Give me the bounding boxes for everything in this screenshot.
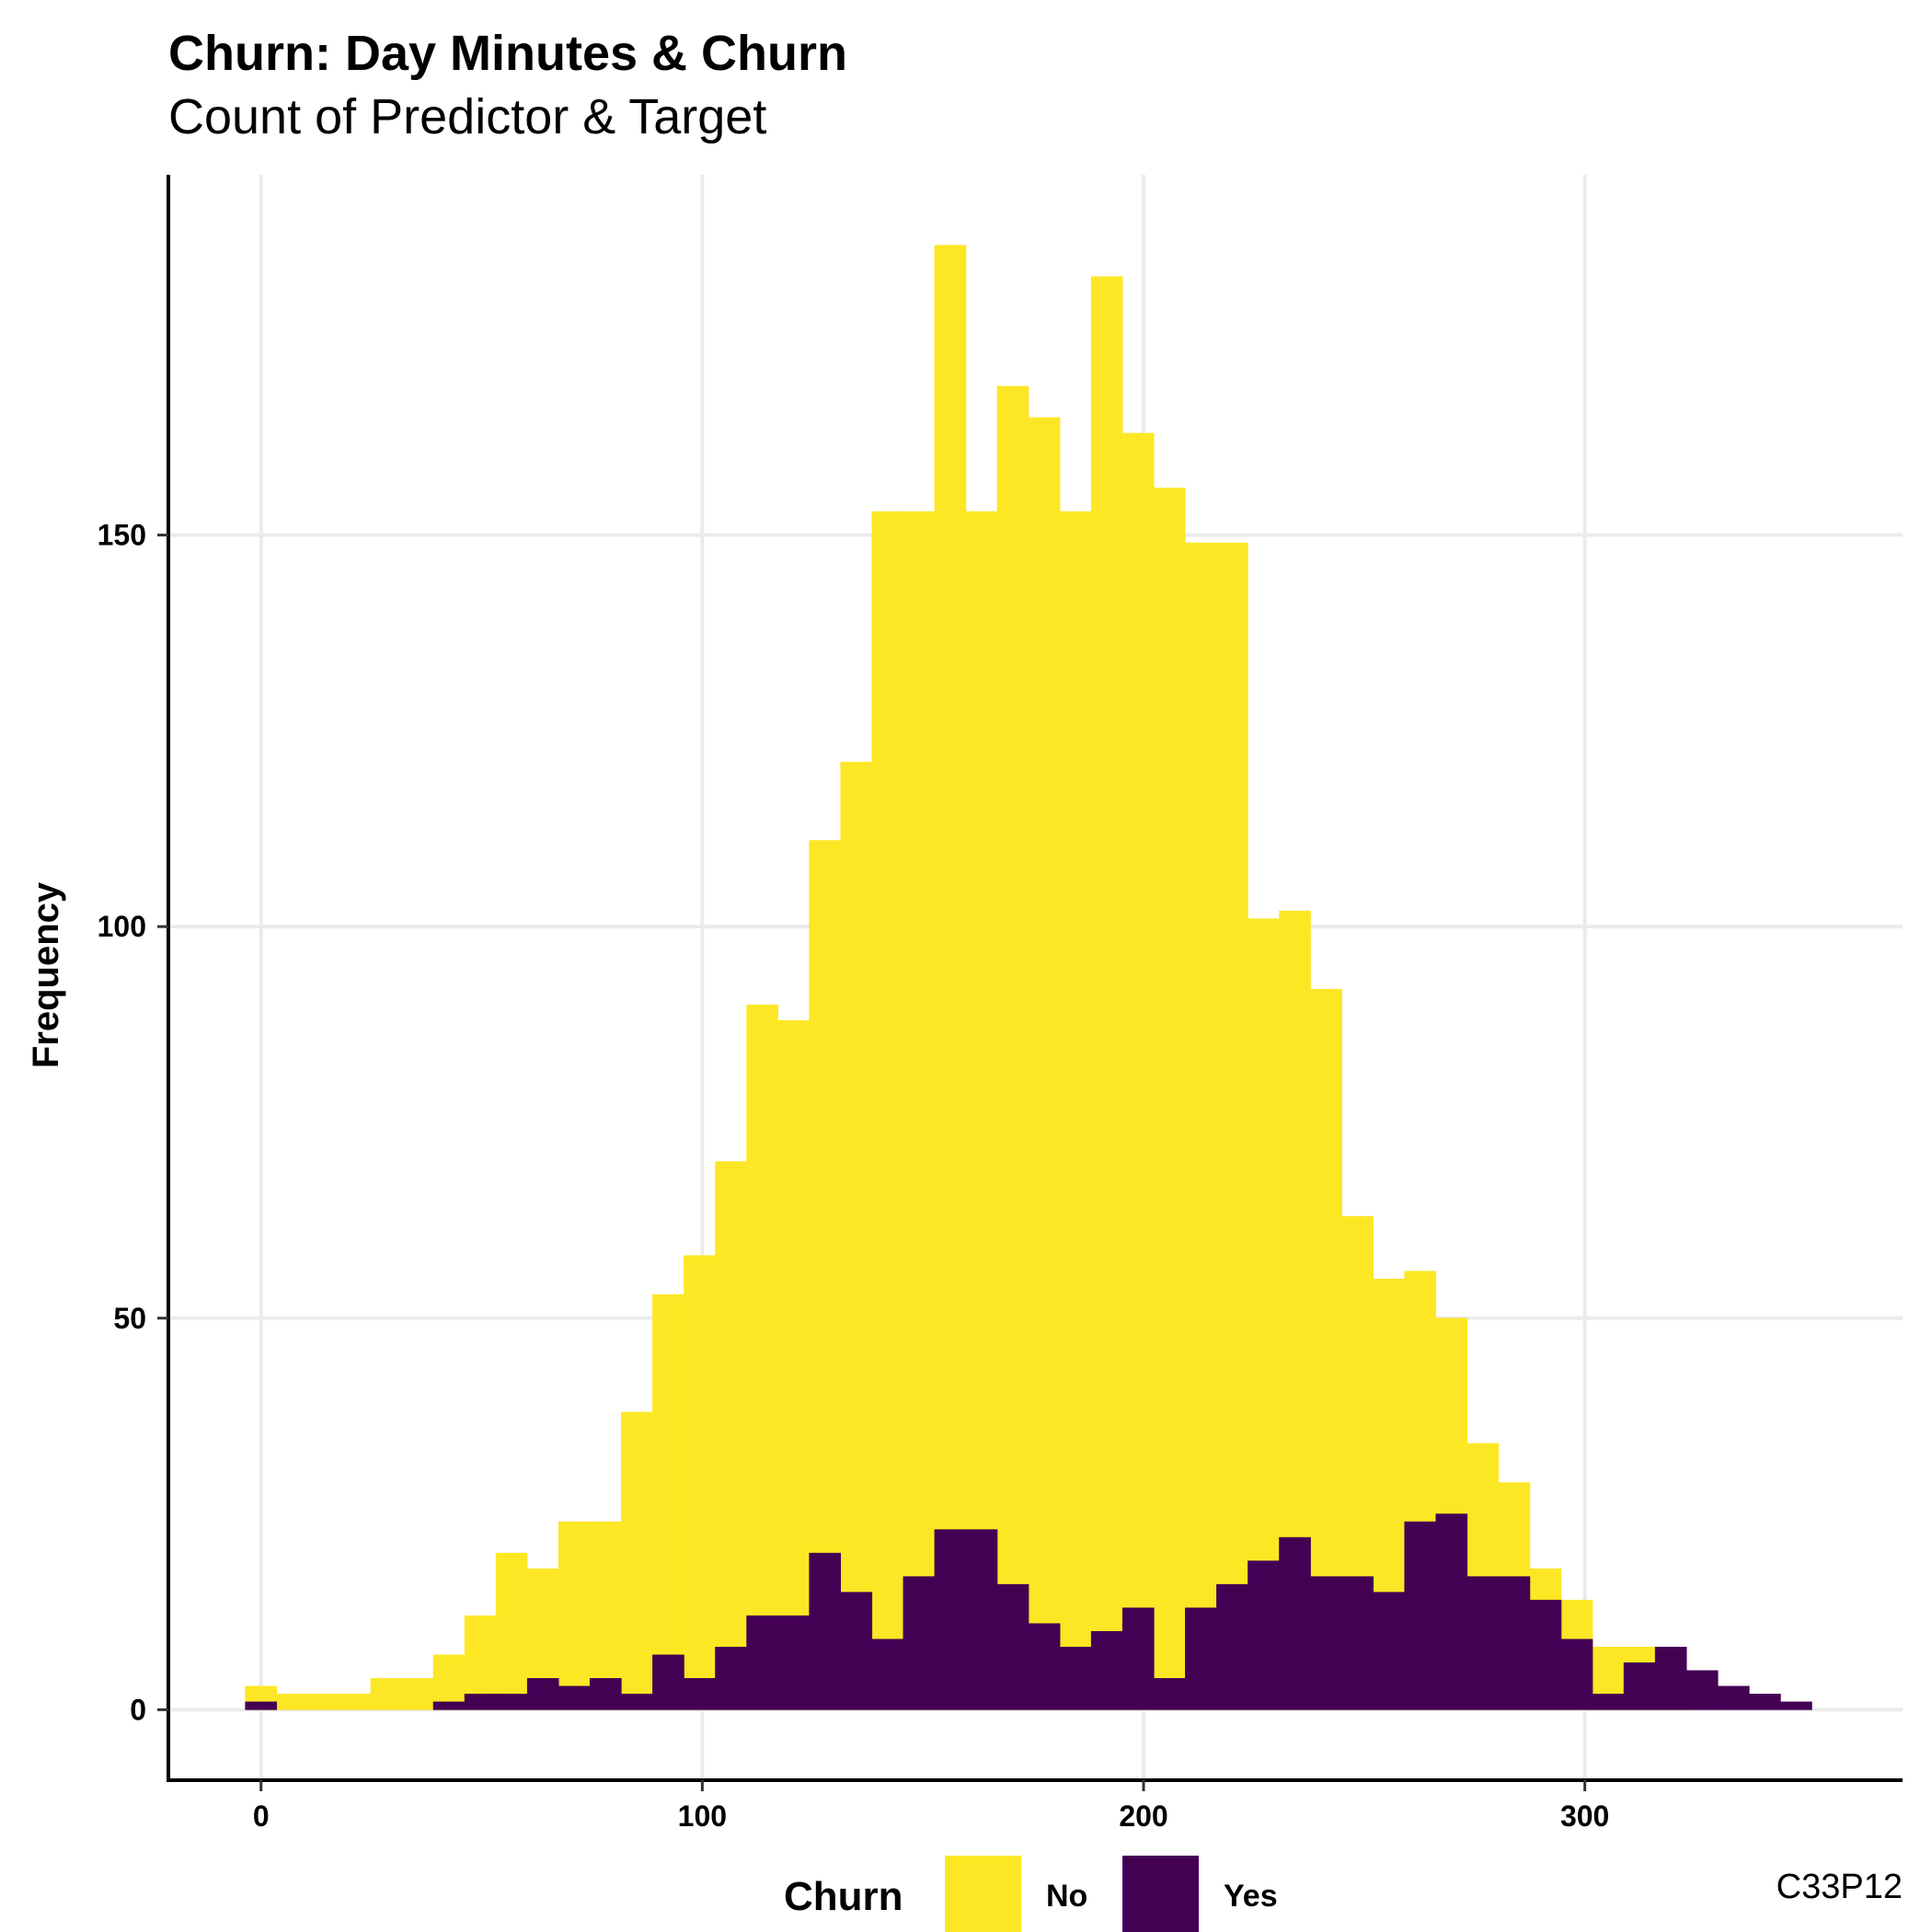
chart-subtitle: Count of Predictor & Target (168, 89, 766, 144)
bar-no (1121, 432, 1155, 1710)
series-yes-bars (245, 1513, 1812, 1710)
bar-yes (1466, 1576, 1500, 1710)
bar-yes (1529, 1599, 1562, 1710)
bar-yes (526, 1678, 559, 1710)
bar-yes (1153, 1678, 1186, 1710)
bar-yes (1310, 1576, 1342, 1710)
bar-yes (934, 1529, 967, 1710)
bar-no (1185, 542, 1217, 1710)
bar-no (934, 245, 967, 1710)
x-tick-label: 300 (1560, 1800, 1609, 1833)
bar-yes (432, 1701, 466, 1710)
bar-no (777, 1020, 810, 1710)
chart-caption: C33P12 (1777, 1868, 1903, 1906)
legend-label-yes: Yes (1224, 1879, 1278, 1914)
x-axis-ticks: 0 100 200 300 (253, 1780, 1609, 1833)
bar-no (621, 1411, 653, 1710)
bar-yes (1028, 1623, 1061, 1710)
legend-title: Churn (784, 1874, 903, 1919)
bar-yes (1248, 1560, 1280, 1710)
chart-title: Churn: Day Minutes & Churn (168, 26, 847, 81)
y-axis-ticks: 0 50 100 150 (98, 519, 168, 1726)
bar-no (715, 1161, 747, 1710)
bar-no (684, 1255, 716, 1710)
y-axis-label: Frequency (26, 881, 66, 1068)
bar-yes (1185, 1607, 1217, 1710)
bar-no (903, 511, 936, 1710)
bar-yes (1373, 1592, 1406, 1710)
x-tick-label: 200 (1119, 1800, 1167, 1833)
bar-yes (840, 1592, 873, 1710)
legend-swatch-yes (1122, 1856, 1199, 1932)
bar-no (652, 1294, 684, 1710)
bar-yes (1435, 1513, 1468, 1710)
bar-no (1153, 488, 1186, 1710)
bar-yes (1279, 1536, 1311, 1710)
bar-no (1028, 417, 1061, 1710)
bar-yes (652, 1654, 684, 1710)
axes (167, 175, 1903, 1782)
bar-yes (809, 1552, 842, 1710)
bar-yes (464, 1694, 497, 1710)
bar-yes (1685, 1670, 1719, 1710)
bar-yes (871, 1639, 904, 1710)
bar-no (871, 511, 904, 1710)
bar-yes (1090, 1630, 1123, 1710)
bar-no (432, 1654, 466, 1710)
bar-yes (777, 1615, 810, 1710)
bar-no (1090, 276, 1123, 1710)
bar-yes (684, 1678, 716, 1710)
bar-yes (903, 1576, 936, 1710)
bar-yes (245, 1701, 278, 1710)
bar-yes (996, 1583, 1029, 1710)
bar-yes (589, 1678, 622, 1710)
legend: Churn No Yes (784, 1856, 1278, 1932)
bar-yes (1216, 1583, 1248, 1710)
legend-label-no: No (1046, 1879, 1087, 1914)
y-tick-label: 0 (130, 1693, 146, 1726)
bar-yes (1059, 1646, 1092, 1710)
bar-no (495, 1552, 528, 1710)
x-tick-label: 100 (678, 1800, 727, 1833)
bar-yes (715, 1646, 747, 1710)
bar-yes (1121, 1607, 1155, 1710)
bar-yes (1592, 1694, 1625, 1710)
legend-swatch-no (945, 1856, 1021, 1932)
bar-no (558, 1521, 591, 1710)
bar-no (746, 1004, 778, 1710)
bar-no (965, 511, 998, 1710)
series-no-bars (245, 245, 1687, 1710)
bar-no (276, 1694, 309, 1710)
bar-yes (1654, 1646, 1687, 1710)
bar-yes (1749, 1694, 1781, 1710)
bar-yes (1717, 1685, 1750, 1710)
bar-no (370, 1678, 403, 1710)
bar-yes (746, 1615, 778, 1710)
y-tick-label: 150 (98, 519, 146, 552)
y-tick-label: 50 (113, 1302, 146, 1335)
bar-yes (1780, 1701, 1812, 1710)
bar-yes (495, 1694, 528, 1710)
bar-yes (558, 1685, 591, 1710)
bar-yes (1498, 1576, 1531, 1710)
bar-no (401, 1678, 434, 1710)
bar-yes (1341, 1576, 1374, 1710)
y-tick-label: 100 (98, 910, 146, 943)
bar-no (1216, 542, 1248, 1710)
bar-no (996, 385, 1029, 1710)
bar-yes (621, 1694, 653, 1710)
bar-yes (1560, 1639, 1593, 1710)
bar-no (339, 1694, 372, 1710)
bar-no (840, 762, 873, 1710)
bar-yes (1404, 1521, 1437, 1710)
x-tick-label: 0 (253, 1800, 270, 1833)
bar-yes (965, 1529, 998, 1710)
bar-yes (1623, 1662, 1656, 1710)
bar-no (307, 1694, 340, 1710)
bar-no (1059, 511, 1092, 1710)
